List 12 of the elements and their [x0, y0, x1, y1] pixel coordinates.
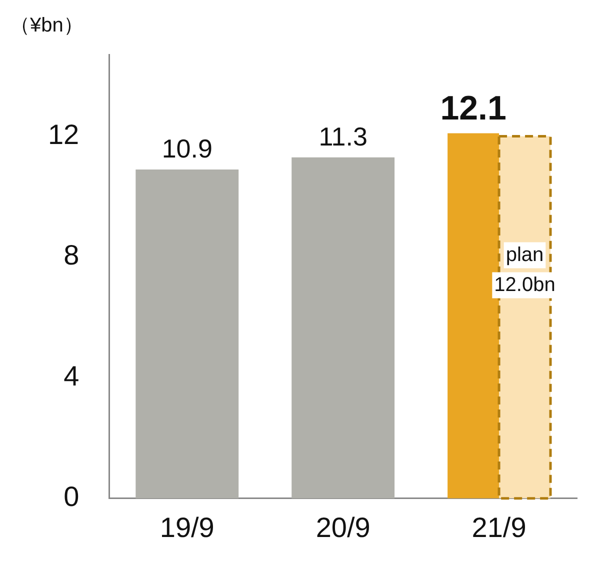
x-tick-label: 19/9: [160, 512, 214, 543]
y-axis-title: （¥bn）: [10, 14, 84, 37]
y-tick-label: 0: [64, 481, 80, 512]
data-label: 11.3: [318, 122, 368, 152]
y-tick-label: 12: [48, 118, 80, 150]
y-tick-label: 4: [64, 360, 80, 392]
x-tick-label: 21/9: [472, 512, 526, 543]
x-tick-label: 20/9: [316, 512, 370, 543]
data-label: plan 12.0bn: [494, 244, 556, 296]
y-tick-label: 8: [64, 240, 80, 271]
data-label: 12.1: [440, 90, 506, 128]
data-label: 10.9: [162, 134, 212, 164]
